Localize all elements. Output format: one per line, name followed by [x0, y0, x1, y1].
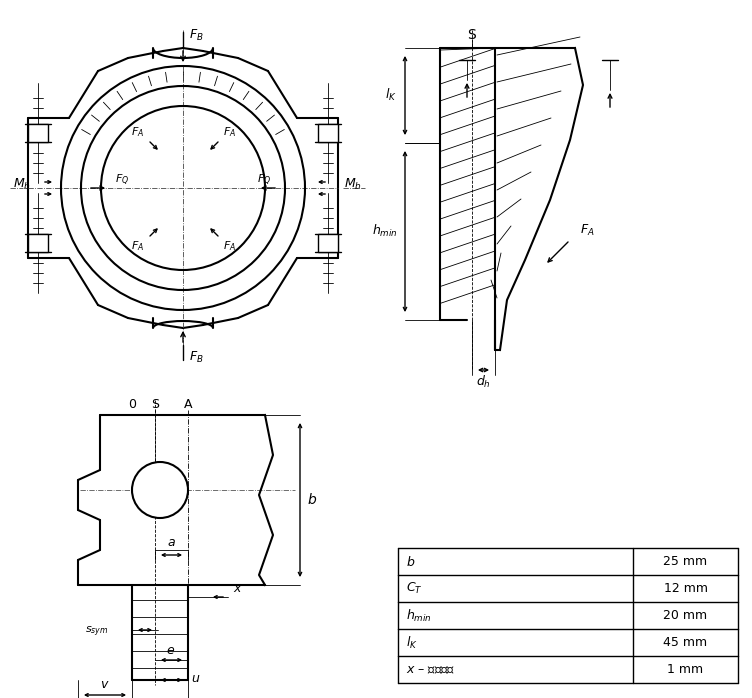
Text: $F_A$: $F_A$ [132, 125, 144, 139]
Bar [28, 234, 48, 252]
Text: $F_A$: $F_A$ [223, 125, 237, 139]
Text: $M_b$: $M_b$ [344, 177, 362, 191]
Text: $l_K$: $l_K$ [406, 634, 418, 651]
Bar [318, 124, 338, 142]
Text: $M_b$: $M_b$ [13, 177, 31, 191]
Text: $F_A$: $F_A$ [580, 223, 595, 237]
Text: $h_{min}$: $h_{min}$ [372, 223, 398, 239]
Text: $a$: $a$ [167, 535, 175, 549]
Text: 1 mm: 1 mm [668, 663, 704, 676]
Text: $u$: $u$ [191, 672, 201, 685]
Text: $b$: $b$ [307, 493, 317, 507]
Text: $v$: $v$ [100, 678, 110, 692]
Text: $h_{min}$: $h_{min}$ [406, 607, 432, 623]
Text: 25 mm: 25 mm [663, 555, 708, 568]
Text: $F_Q$: $F_Q$ [115, 172, 129, 188]
Text: $s_{sym}$: $s_{sym}$ [85, 625, 109, 639]
Text: $d_h$: $d_h$ [475, 374, 490, 390]
Text: S: S [468, 28, 476, 42]
Text: 12 mm: 12 mm [663, 582, 708, 595]
Bar [28, 124, 48, 142]
Bar [318, 234, 338, 252]
Text: 0: 0 [128, 397, 136, 410]
Text: $F_Q$: $F_Q$ [257, 172, 271, 188]
Text: $x$ – 残余壁厚: $x$ – 残余壁厚 [406, 663, 455, 676]
Text: 20 mm: 20 mm [663, 609, 708, 622]
Text: S: S [151, 397, 159, 410]
Text: $F_B$: $F_B$ [189, 350, 204, 364]
Text: $e$: $e$ [166, 644, 175, 658]
Text: $x$: $x$ [233, 583, 243, 595]
Text: $F_B$: $F_B$ [189, 27, 204, 43]
Circle shape [132, 462, 188, 518]
Text: $C_T$: $C_T$ [406, 581, 423, 596]
Text: $F_A$: $F_A$ [223, 239, 237, 253]
Text: $b$: $b$ [406, 554, 415, 568]
Text: A: A [183, 397, 193, 410]
Text: $F_A$: $F_A$ [132, 239, 144, 253]
Text: $l_K$: $l_K$ [385, 87, 397, 103]
Text: 45 mm: 45 mm [663, 636, 708, 649]
